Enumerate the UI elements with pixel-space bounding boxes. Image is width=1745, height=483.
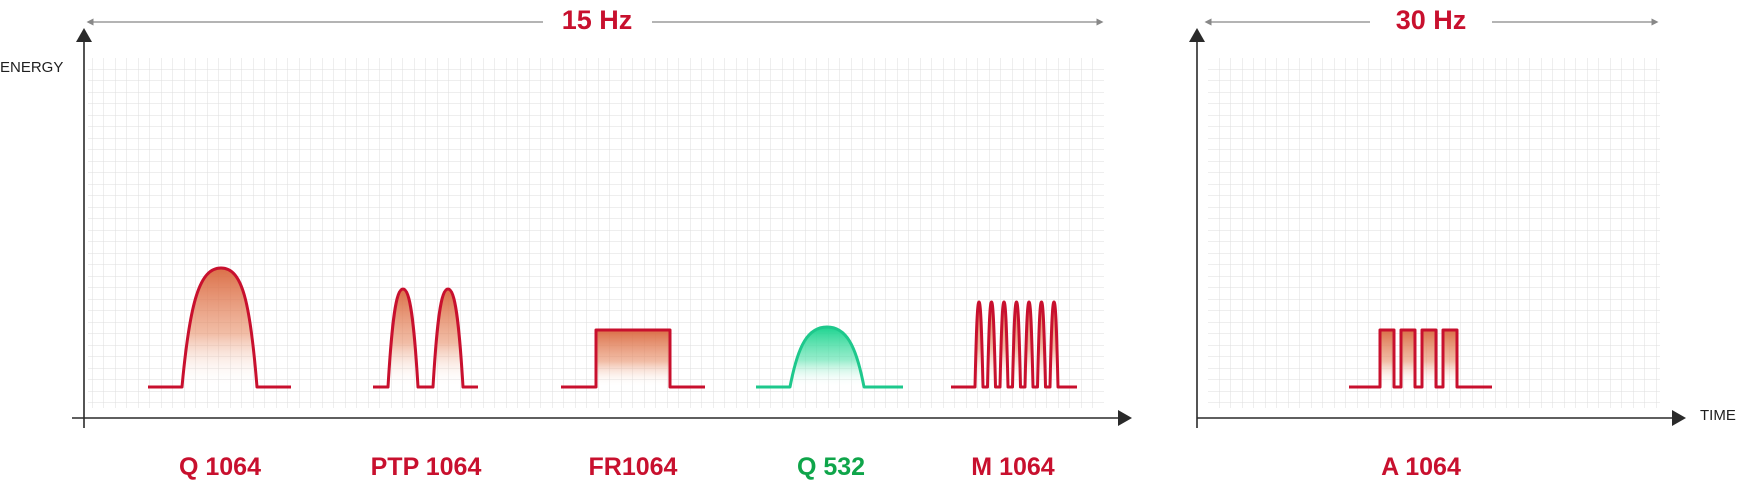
x-axis-arrowhead: [1672, 410, 1686, 426]
panel-15hz: 15 Hz ENERGY Q 1064 PT: [0, 5, 1132, 481]
pulse-fill: [1443, 330, 1457, 387]
waveform-q-532: [756, 325, 903, 389]
y-axis-label: ENERGY: [0, 59, 63, 76]
pulse-outline: [1349, 328, 1492, 389]
panel-30hz: 30 Hz TIME A 1064: [1189, 5, 1736, 481]
pulse-outline: [951, 300, 1077, 389]
waveform-q-1064: [148, 266, 291, 389]
mode-label-q-1064: Q 1064: [179, 453, 261, 481]
x-axis-label: TIME: [1700, 407, 1736, 424]
x-axis-arrowhead: [1118, 410, 1132, 426]
pulse-fill: [975, 302, 1058, 387]
waveform-a-1064: [1349, 328, 1492, 389]
pulse-fill: [1380, 330, 1394, 387]
y-axis-arrowhead: [1189, 28, 1205, 42]
mode-label-ptp-1064: PTP 1064: [371, 453, 482, 481]
frequency-label: 30 Hz: [1396, 5, 1467, 35]
mode-label-q-532: Q 532: [797, 453, 865, 481]
mode-label-fr1064: FR1064: [589, 453, 678, 481]
waveform-m-1064: [951, 300, 1077, 389]
pulse-fill: [1401, 330, 1415, 387]
waveform-ptp-1064: [373, 287, 478, 389]
pulse-fill: [1422, 330, 1436, 387]
mode-label-a-1064: A 1064: [1381, 453, 1461, 481]
mode-label-m-1064: M 1064: [971, 453, 1054, 481]
frequency-label: 15 Hz: [562, 5, 633, 35]
y-axis-arrowhead: [76, 28, 92, 42]
waveform-fr1064: [561, 328, 705, 389]
